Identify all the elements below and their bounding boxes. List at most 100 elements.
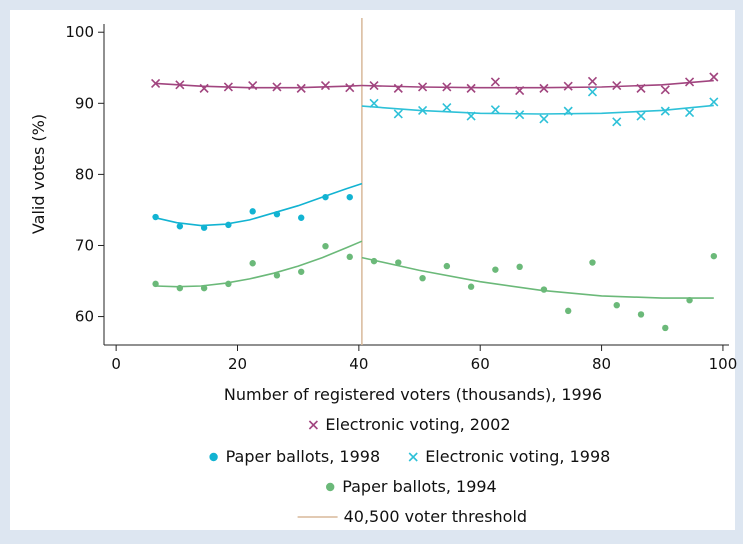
data-points-group <box>151 72 719 332</box>
data-point <box>636 83 646 93</box>
data-point <box>710 252 718 260</box>
data-point <box>248 80 258 91</box>
data-point <box>467 283 475 290</box>
x-axis-label: Number of registered voters (thousands),… <box>224 385 602 404</box>
legend: Electronic voting, 2002 Paper ballots, 19… <box>209 415 610 526</box>
data-point <box>587 87 598 97</box>
x-tick-label: 20 <box>228 355 247 373</box>
data-point <box>515 110 525 120</box>
data-point <box>612 80 622 91</box>
data-point <box>636 111 646 121</box>
data-point <box>225 280 232 288</box>
data-point <box>223 82 233 92</box>
axes-group: 0 20 40 60 80 100 60 70 80 90 100 <box>65 18 737 373</box>
x-tick-label: 60 <box>471 355 490 373</box>
x-tick-label: 100 <box>709 355 738 373</box>
y-tick-label: 70 <box>75 236 94 254</box>
legend-marker <box>326 482 335 492</box>
data-point <box>589 259 596 266</box>
data-point <box>443 262 451 270</box>
data-point <box>176 284 184 292</box>
data-point <box>296 83 306 93</box>
data-point <box>466 111 476 121</box>
y-axis-label: Valid votes (%) <box>29 114 48 234</box>
data-point <box>175 80 185 90</box>
data-point <box>637 311 645 318</box>
data-point <box>272 82 282 92</box>
data-point <box>612 117 622 127</box>
data-point <box>322 242 329 250</box>
data-point <box>346 193 353 201</box>
legend-label: 40,500 voter threshold <box>344 507 527 526</box>
data-point <box>564 307 572 315</box>
data-point <box>466 83 476 93</box>
data-point <box>686 297 693 304</box>
data-point <box>320 80 331 91</box>
data-point <box>515 85 525 96</box>
data-point <box>684 107 695 118</box>
data-point <box>540 286 548 293</box>
fit-line <box>361 104 714 115</box>
data-point <box>563 81 573 91</box>
x-tick-label: 0 <box>111 355 121 373</box>
data-point <box>298 214 305 221</box>
data-point <box>152 280 159 288</box>
data-point <box>709 72 719 82</box>
data-point <box>273 211 281 218</box>
data-point <box>660 106 670 116</box>
data-point <box>442 103 452 113</box>
x-tick-label: 80 <box>592 355 611 373</box>
x-tick-label: 40 <box>349 355 368 373</box>
plot-panel <box>10 10 735 530</box>
data-point <box>587 76 598 86</box>
data-point <box>709 97 719 107</box>
data-point <box>176 223 184 230</box>
data-point <box>345 83 355 93</box>
fit-line <box>361 79 714 89</box>
legend-marker <box>308 420 318 430</box>
legend-label: Paper ballots, 1994 <box>342 477 497 496</box>
data-point <box>369 80 379 91</box>
data-point <box>151 78 161 88</box>
data-point <box>322 193 329 201</box>
data-point <box>490 105 500 115</box>
data-point <box>418 105 428 115</box>
data-point <box>418 82 428 92</box>
legend-marker <box>408 452 418 462</box>
data-point <box>684 77 695 87</box>
data-point <box>346 253 353 261</box>
data-point <box>369 98 379 108</box>
data-point <box>370 257 378 265</box>
data-point <box>395 259 402 266</box>
data-point <box>492 266 499 273</box>
data-point <box>539 83 549 93</box>
legend-label: Electronic voting, 1998 <box>425 447 610 466</box>
y-tick-label: 80 <box>75 165 94 183</box>
data-point <box>393 83 403 93</box>
data-point <box>199 83 209 93</box>
legend-marker <box>209 452 218 462</box>
data-point <box>249 260 256 267</box>
data-point <box>200 284 208 292</box>
data-point <box>490 77 500 87</box>
fit-line <box>155 240 363 288</box>
data-point <box>249 208 256 215</box>
data-point <box>225 221 232 229</box>
data-point <box>273 272 281 279</box>
y-tick-label: 90 <box>75 94 94 112</box>
y-tick-label: 60 <box>75 308 94 326</box>
data-point <box>298 268 305 275</box>
data-point <box>516 263 523 271</box>
data-point <box>152 213 159 221</box>
data-point <box>419 274 426 282</box>
data-point <box>613 301 620 309</box>
data-point <box>200 224 208 231</box>
data-point <box>539 114 549 124</box>
legend-label: Paper ballots, 1998 <box>226 447 381 466</box>
data-point <box>563 106 573 116</box>
fit-line <box>155 182 363 227</box>
y-tick-label: 100 <box>65 23 94 41</box>
data-point <box>393 109 403 119</box>
